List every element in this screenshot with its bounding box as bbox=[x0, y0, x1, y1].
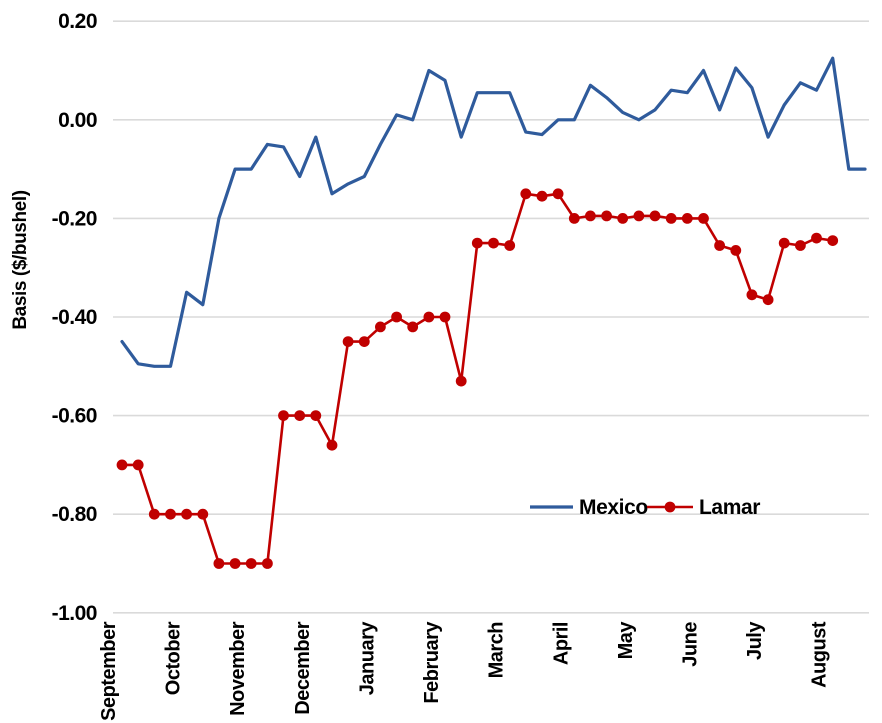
x-axis-month-label: June bbox=[679, 622, 701, 667]
y-axis-title-group: Basis ($/bushel) bbox=[10, 190, 31, 329]
data-point-marker-lamar bbox=[552, 188, 564, 200]
data-point-marker-lamar bbox=[229, 558, 241, 569]
data-point-marker-lamar bbox=[310, 410, 322, 421]
data-point-marker-lamar bbox=[665, 213, 677, 224]
data-point-marker-lamar bbox=[148, 508, 160, 520]
x-axis-month-label: October bbox=[163, 621, 185, 695]
legend-group: Mexico Lamar bbox=[530, 496, 761, 519]
data-point-marker-lamar bbox=[536, 190, 548, 202]
data-point-marker-lamar bbox=[681, 213, 693, 224]
data-point-marker-lamar bbox=[827, 235, 839, 247]
data-point-marker-lamar bbox=[714, 240, 725, 251]
data-point-marker-lamar bbox=[213, 558, 225, 569]
data-point-marker-lamar bbox=[795, 240, 806, 251]
data-point-marker-lamar bbox=[520, 188, 532, 200]
y-axis-tick-label: -0.20 bbox=[52, 207, 97, 230]
y-axis-title: Basis ($/bushel) bbox=[10, 190, 31, 329]
data-point-marker-lamar bbox=[455, 375, 467, 387]
gridlines-group bbox=[113, 20, 869, 614]
data-point-marker-lamar bbox=[778, 237, 790, 249]
data-point-marker-lamar bbox=[116, 459, 128, 471]
data-point-marker-lamar bbox=[471, 237, 483, 249]
y-axis-tick-label: -0.60 bbox=[52, 405, 97, 428]
y-axis-labels-group: 0.20 0.00 -0.20 -0.40 -0.60 -0.80 -1.00 bbox=[52, 10, 98, 625]
data-point-marker-lamar bbox=[165, 508, 176, 520]
data-point-marker-lamar bbox=[132, 459, 144, 471]
data-point-marker-lamar bbox=[633, 210, 645, 222]
data-point-marker-lamar bbox=[601, 210, 612, 222]
x-axis-labels-group: September October November December January F… bbox=[98, 621, 831, 721]
x-axis-month-label: March bbox=[486, 622, 508, 678]
y-axis-tick-label: -0.80 bbox=[52, 503, 97, 526]
legend-mexico-label: Mexico bbox=[579, 496, 648, 519]
data-point-marker-lamar bbox=[504, 240, 516, 251]
legend-lamar-label: Lamar bbox=[699, 496, 760, 519]
data-point-marker-lamar bbox=[278, 410, 289, 421]
data-point-marker-lamar bbox=[197, 508, 209, 520]
data-point-marker-lamar bbox=[439, 311, 451, 323]
x-axis-month-label: November bbox=[227, 621, 249, 716]
data-point-marker-lamar bbox=[617, 213, 629, 224]
data-point-marker-lamar bbox=[358, 336, 370, 347]
data-point-marker-lamar bbox=[245, 558, 257, 569]
data-point-marker-lamar bbox=[391, 311, 402, 323]
y-axis-tick-label: -0.40 bbox=[52, 306, 97, 329]
x-axis-month-label: January bbox=[356, 621, 378, 696]
data-point-marker-lamar bbox=[375, 321, 386, 333]
data-point-marker-lamar bbox=[698, 213, 709, 224]
x-axis-month-label: May bbox=[615, 621, 637, 660]
y-axis-tick-label: -1.00 bbox=[52, 602, 97, 625]
y-axis-tick-label: 0.20 bbox=[58, 10, 97, 33]
data-point-marker-lamar bbox=[342, 336, 354, 347]
series-group bbox=[116, 56, 867, 569]
data-point-marker-lamar bbox=[407, 321, 419, 333]
data-point-marker-lamar bbox=[488, 237, 499, 249]
legend-lamar-marker bbox=[664, 501, 676, 513]
x-axis-month-label: July bbox=[744, 621, 766, 660]
x-axis-month-label: April bbox=[550, 622, 572, 665]
data-point-marker-lamar bbox=[762, 294, 774, 306]
data-point-marker-lamar bbox=[649, 210, 661, 222]
series-line-mexico bbox=[120, 56, 867, 368]
x-axis-month-label: December bbox=[292, 621, 314, 714]
data-point-marker-lamar bbox=[181, 508, 193, 520]
data-point-marker-lamar bbox=[423, 311, 435, 323]
data-point-marker-lamar bbox=[730, 245, 742, 256]
x-axis-month-label: February bbox=[421, 621, 443, 704]
data-point-marker-lamar bbox=[746, 289, 758, 301]
data-point-marker-lamar bbox=[568, 213, 580, 224]
x-axis-month-label: August bbox=[809, 621, 831, 688]
x-axis-month-label: September bbox=[98, 621, 120, 721]
data-point-marker-lamar bbox=[811, 232, 822, 244]
data-point-marker-lamar bbox=[585, 210, 596, 222]
y-axis-tick-label: 0.00 bbox=[58, 109, 97, 132]
data-point-marker-lamar bbox=[262, 558, 273, 569]
data-point-marker-lamar bbox=[326, 439, 338, 451]
data-point-marker-lamar bbox=[294, 410, 306, 421]
